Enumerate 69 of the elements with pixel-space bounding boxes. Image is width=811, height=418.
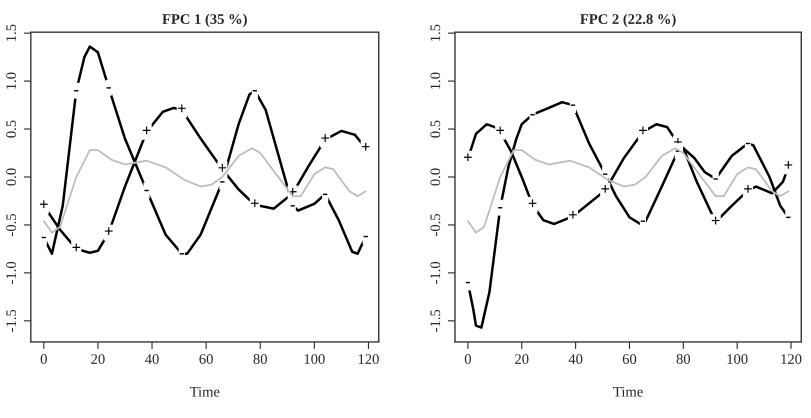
- annotation: +: [744, 185, 752, 193]
- annotation: -: [323, 194, 328, 196]
- annotation: +: [40, 200, 48, 208]
- annotation: -: [786, 216, 791, 218]
- x-tick-label: 60: [622, 354, 636, 364]
- x-tick-label: 60: [199, 354, 213, 364]
- x-tick-label: 40: [568, 354, 582, 364]
- annotation: -: [144, 190, 149, 192]
- x-tick-label: 80: [676, 354, 690, 364]
- annotation: +: [784, 161, 792, 169]
- y-tick-label: -1.0: [6, 262, 16, 284]
- annotation: -: [180, 253, 184, 254]
- annotation: -: [74, 90, 78, 92]
- x-tick-label: 0: [464, 354, 471, 364]
- annotation: -: [530, 114, 535, 116]
- annotation: -: [364, 236, 368, 238]
- annotation: -: [466, 282, 470, 284]
- y-tick-label: -0.5: [430, 214, 440, 236]
- annotation: -: [42, 236, 46, 238]
- annotation: +: [569, 210, 577, 219]
- annotation: -: [252, 90, 257, 92]
- y-tick-label: 1.5: [6, 24, 16, 41]
- annotation: +: [321, 134, 330, 142]
- y-tick-label: 0.5: [6, 120, 16, 138]
- x-tick-label: 120: [358, 354, 379, 364]
- annotation: -: [290, 205, 295, 207]
- annotation: -: [570, 104, 576, 106]
- annotation: -: [713, 178, 718, 180]
- x-axis-title: Time: [190, 386, 220, 397]
- chart-title: FPC 1 (35 %): [162, 14, 247, 27]
- annotation: +: [639, 126, 647, 134]
- x-tick-label: 120: [781, 354, 802, 364]
- y-tick-label: -1.5: [6, 310, 16, 332]
- chart-title: FPC 2 (22.8 %): [580, 14, 676, 27]
- y-tick-label: 1.0: [6, 72, 16, 89]
- annotation: -: [746, 142, 750, 144]
- annotation: -: [106, 87, 111, 89]
- y-tick-label: -1.5: [430, 310, 440, 332]
- annotation: +: [250, 199, 259, 208]
- annotation: +: [218, 164, 226, 172]
- x-tick-label: 0: [40, 354, 47, 364]
- annotation: +: [496, 126, 504, 134]
- annotation: +: [178, 104, 186, 112]
- annotation: -: [498, 207, 502, 208]
- annotation: +: [601, 185, 610, 193]
- annotation: +: [464, 153, 472, 162]
- annotation: +: [362, 142, 370, 151]
- x-tick-label: 40: [145, 354, 159, 364]
- annotation: +: [72, 244, 80, 252]
- x-axis-title: Time: [613, 386, 643, 397]
- annotation: +: [142, 126, 150, 134]
- y-tick-label: 0.5: [430, 120, 440, 138]
- y-tick-label: 0.0: [6, 168, 16, 186]
- y-tick-label: 0.0: [430, 168, 440, 186]
- y-tick-label: -1.0: [430, 262, 440, 284]
- annotation: +: [528, 199, 536, 208]
- x-tick-label: 100: [728, 354, 748, 364]
- y-tick-label: -0.5: [6, 214, 16, 236]
- y-tick-label: 1.5: [430, 24, 440, 41]
- annotation: +: [104, 227, 113, 235]
- x-tick-label: 80: [254, 354, 267, 364]
- x-tick-label: 100: [304, 354, 325, 364]
- annotation: -: [640, 220, 646, 222]
- annotation: +: [712, 216, 720, 224]
- y-tick-label: 1.0: [430, 72, 440, 89]
- x-tick-label: 20: [91, 354, 105, 364]
- annotation: -: [220, 181, 225, 183]
- annotation: -: [603, 173, 608, 175]
- x-tick-label: 20: [515, 354, 528, 364]
